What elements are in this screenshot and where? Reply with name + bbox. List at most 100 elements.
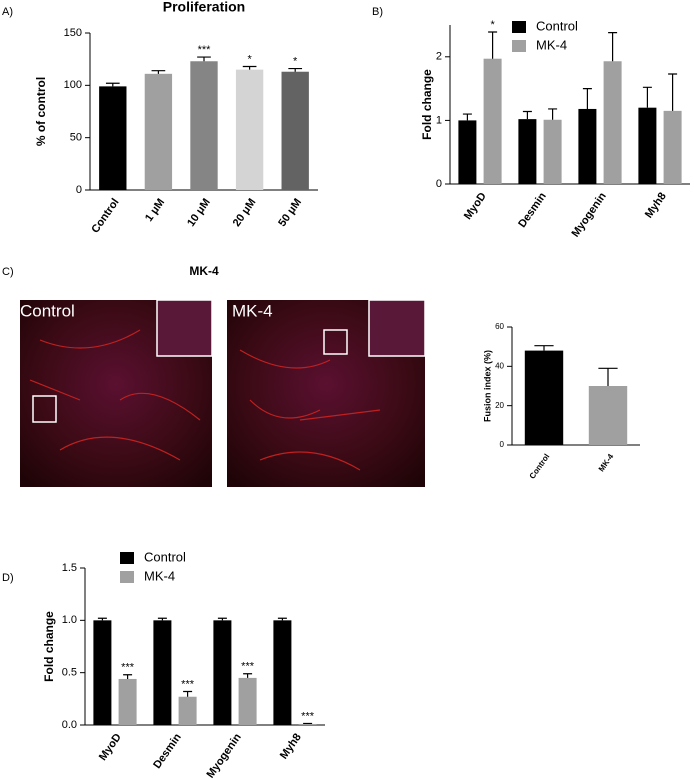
bar: [273, 620, 292, 725]
x-tick-label: Desmin: [151, 731, 184, 771]
bar: [578, 108, 597, 184]
error-bar: [642, 86, 652, 108]
error-bar: [303, 722, 313, 725]
fibers: [239, 349, 381, 471]
panel-label: A): [2, 6, 13, 18]
y-axis-label: Fusion index (%): [482, 350, 492, 422]
x-tick-label: Myh8: [643, 191, 669, 221]
error-bar: [105, 82, 120, 87]
legend-label: Control: [144, 549, 186, 564]
error-bar: [668, 73, 678, 111]
bar: [281, 71, 309, 190]
bar: [178, 696, 197, 725]
x-tick-label: MK-4: [597, 452, 616, 474]
legend-swatch: [512, 21, 526, 33]
chart-title: Proliferation: [163, 0, 245, 15]
y-tick-label: 0: [436, 178, 442, 190]
bar: [235, 69, 264, 190]
panel-label: B): [372, 6, 383, 18]
error-bar: [157, 617, 167, 621]
x-tick-label: Myh8: [278, 732, 304, 762]
bar: [213, 620, 232, 725]
error-bar: [534, 345, 554, 351]
bar: [99, 86, 127, 190]
error-bar: [151, 70, 166, 74]
error-bar: [277, 617, 287, 621]
y-axis-label: Fold change: [42, 611, 56, 682]
significance: ***: [121, 662, 135, 674]
y-tick-label: 40: [495, 361, 504, 370]
bar: [524, 350, 564, 445]
roi-box: [32, 395, 57, 423]
bar: [144, 73, 173, 190]
y-axis-label: Fold change: [420, 69, 434, 140]
x-tick-label: MyoD: [97, 731, 124, 762]
legend-swatch: [120, 571, 134, 583]
bar: [518, 119, 537, 184]
significance: *: [490, 19, 495, 31]
legend-label: MK-4: [144, 568, 175, 583]
y-tick-label: 1.5: [62, 562, 77, 574]
fibers: [29, 329, 201, 461]
error-bar: [183, 690, 193, 697]
micrograph-mk4: MK-4: [227, 299, 426, 487]
error-bar: [522, 110, 532, 120]
significance: ***: [181, 678, 195, 690]
bar: [458, 120, 477, 184]
bar: [93, 620, 112, 725]
legend-label: Control: [536, 18, 578, 33]
bar: [588, 386, 628, 445]
y-tick-label: 0.5: [62, 667, 77, 679]
significance: ***: [241, 661, 255, 673]
y-tick-label: 100: [64, 79, 82, 91]
error-bar: [217, 617, 227, 621]
significance: *: [293, 55, 298, 67]
error-bar: [582, 88, 592, 109]
y-tick-label: 0: [76, 184, 82, 196]
y-tick-label: 20: [495, 401, 504, 410]
bar: [603, 61, 622, 184]
bar: [190, 61, 218, 191]
bar: [298, 723, 317, 725]
error-bar: [462, 113, 472, 121]
error-bar: [123, 674, 133, 679]
y-tick-label: 0.0: [62, 719, 77, 731]
x-tick-label: Desmin: [516, 190, 549, 230]
significance: *: [247, 53, 252, 65]
panel-label: C): [2, 266, 14, 278]
x-axis-label: MK-4: [189, 264, 219, 278]
y-tick-label: 150: [64, 27, 82, 39]
x-tick-label: MyoD: [462, 190, 489, 221]
error-bar: [608, 32, 618, 62]
roi-box: [323, 329, 348, 355]
bar: [663, 110, 682, 184]
bar: [153, 620, 172, 725]
significance: ***: [301, 710, 315, 722]
legend-swatch: [512, 40, 526, 52]
bar: [118, 678, 137, 725]
y-tick-label: 1: [436, 114, 442, 126]
bar: [543, 119, 562, 184]
x-tick-label: Myogenin: [570, 190, 609, 239]
error-bar: [288, 67, 303, 72]
bar: [483, 58, 502, 184]
error-bar: [197, 56, 211, 62]
micrograph-control: Control: [20, 299, 213, 487]
error-bar: [243, 673, 253, 678]
panel-label: D): [2, 572, 14, 584]
x-tick-label: Myogenin: [205, 731, 244, 779]
x-tick-label: 20 μM: [231, 197, 259, 229]
x-tick-label: 1 μM: [143, 197, 167, 224]
error-bar: [598, 367, 618, 386]
error-bar: [488, 31, 498, 59]
x-tick-label: 50 μM: [276, 197, 304, 229]
y-tick-label: 50: [70, 132, 82, 144]
legend-label: MK-4: [536, 37, 567, 52]
significance: ***: [198, 44, 212, 56]
legend-swatch: [120, 552, 134, 564]
image-label: MK-4: [232, 301, 273, 320]
error-bar: [97, 617, 107, 621]
y-tick-label: 0: [500, 440, 505, 449]
image-label: Control: [20, 301, 75, 320]
